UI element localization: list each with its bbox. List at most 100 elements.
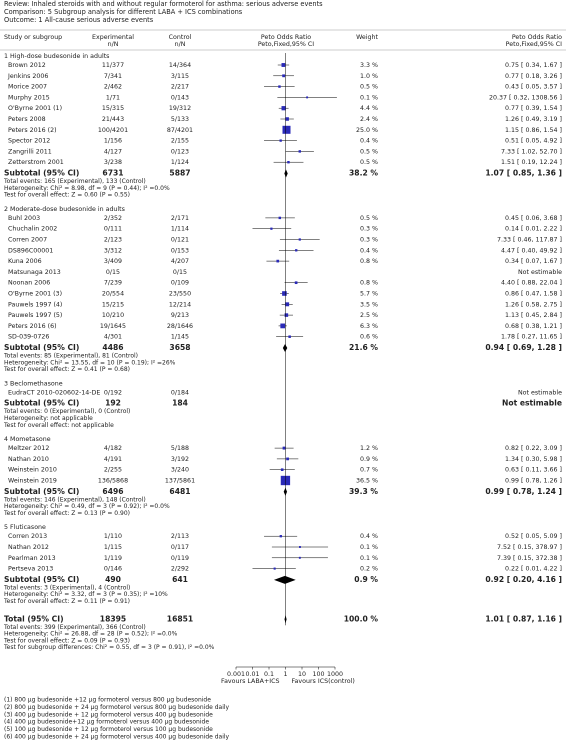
weight-square [298,150,301,153]
effect: 0.22 [ 0.01, 4.22 ] [505,566,562,573]
footnote: (5) 100 µg budesonide + 12 µg formoterol… [4,726,213,733]
x-tick-label: 1000 [327,671,343,678]
effect: 0.77 [ 0.18, 3.26 ] [505,73,562,80]
effect: 0.52 [ 0.05, 5.09 ] [505,533,562,540]
weight-square [298,556,301,559]
study-name: Corren 2013 [8,533,47,540]
effect: 0.99 [ 0.78, 1.26 ] [505,478,562,485]
weight-square [295,249,298,252]
weight: 0.6 % [360,334,378,341]
experimental: 4/191 [104,456,122,463]
weight-square [298,238,301,241]
weight-square [282,125,291,134]
note: Heterogeneity: Chi² = 0.49, df = 3 (P = … [4,503,170,510]
study-name: Nathan 2010 [8,456,49,463]
study-name: Corren 2007 [8,237,47,244]
experimental: 0/111 [104,226,122,233]
footnote: (2) 800 µg budesonide + 24 µg formoterol… [4,704,230,711]
note: Test for overall effect: Z = 0.09 (P = 0… [3,637,130,644]
effect: 7.33 [ 1.02, 52.70 ] [501,148,562,155]
control: 16851 [167,614,193,623]
study-name: Matsunaga 2013 [8,269,61,276]
control: 23/550 [169,291,191,298]
control: 5887 [169,169,190,178]
note: Heterogeneity: Chi² = 8.98, df = 9 (P = … [4,185,170,192]
effect: 1.26 [ 0.49, 3.19 ] [505,116,562,123]
control: 0/184 [171,389,189,396]
x-tick-label: 1 [283,671,287,678]
weight-square [270,227,273,230]
effect: 0.77 [ 0.39, 1.54 ] [505,105,562,112]
effect: 7.52 [ 0.15, 378.97 ] [497,544,562,551]
column-header: Control [169,34,192,41]
effect: 4.47 [ 0.40, 49.92 ] [501,247,562,254]
control: 184 [172,399,188,408]
experimental: 4486 [102,343,123,352]
control: 87/4201 [167,127,193,134]
study-name: Zetterstrom 2001 [8,159,64,166]
weight: 6.3 % [360,323,378,330]
effect: 0.92 [ 0.20, 4.16 ] [485,575,562,584]
weight-square [279,535,282,538]
control: 9/213 [171,312,189,319]
experimental: 7/239 [104,280,122,287]
effect: 0.68 [ 0.38, 1.21 ] [505,323,562,330]
weight: 0.5 % [360,159,378,166]
note: Total events: 146 (Experimental), 148 (C… [3,496,146,503]
control: 3658 [169,343,190,352]
group-title: 4 Mometasone [4,436,51,443]
weight: 2.4 % [360,116,378,123]
experimental: 18395 [100,614,126,623]
weight-square [282,291,287,296]
control: 137/5861 [165,478,195,485]
weight: 21.6 % [349,343,378,352]
effect: 0.45 [ 0.06, 3.68 ] [505,215,562,222]
subtotal-label: Subtotal (95% CI) [4,399,79,408]
effect: 0.63 [ 0.11, 3.66 ] [505,467,562,474]
study-name: Zangrilli 2011 [8,148,52,155]
experimental: 4/182 [104,445,122,452]
weight-square [299,546,301,548]
control: 0/117 [171,544,189,551]
weight: 0.7 % [360,467,378,474]
experimental: 0/146 [104,566,122,573]
effect: 1.34 [ 0.30, 5.98 ] [505,456,562,463]
group-title: 2 Moderate-dose budesonide in adults [4,206,125,213]
weight: 5.7 % [360,291,378,298]
experimental: 20/554 [102,291,124,298]
weight: 0.3 % [360,237,378,244]
subtotal-label: Total (95% CI) [4,614,64,623]
effect: 4.40 [ 0.88, 22.04 ] [501,280,562,287]
weight-square [285,302,290,307]
column-header: Weight [356,34,378,41]
study-name: EudraCT 2010-020602-14-DE [8,389,100,396]
diamond [284,169,288,178]
study-name: Spector 2012 [8,138,50,145]
weight-square [276,259,280,263]
weight-square [281,63,286,67]
study-name: Buhl 2003 [8,215,40,222]
effect: 0.82 [ 0.22, 3.09 ] [505,445,562,452]
control: 0/119 [171,555,189,562]
weight-square [286,457,289,461]
control: 2/292 [171,566,189,573]
x-tick-label: 100 [312,671,324,678]
experimental: 2/462 [104,84,122,91]
weight: 3.5 % [360,301,378,308]
experimental: 2/255 [104,467,122,474]
study-name: Pauwels 1997 (4) [8,301,62,308]
weight-square [282,74,286,78]
control: 0/109 [171,280,189,287]
study-name: Peters 2016 (6) [8,323,57,330]
weight: 0.9 % [354,575,378,584]
note: Total events: 0 (Experimental), 0 (Contr… [3,408,130,415]
weight: 0.8 % [360,258,378,265]
effect: 1.01 [ 0.87, 1.16 ] [485,614,562,623]
study-name: Chuchalin 2002 [8,226,57,233]
study-name: O'Byrne 2001 (1) [8,105,62,112]
experimental: 21/443 [102,116,124,123]
study-name: Weinstein 2010 [8,467,57,474]
weight: 0.2 % [360,566,378,573]
study-name: Peters 2008 [8,116,46,123]
column-header: Peto,Fixed,95% CI [258,41,314,48]
